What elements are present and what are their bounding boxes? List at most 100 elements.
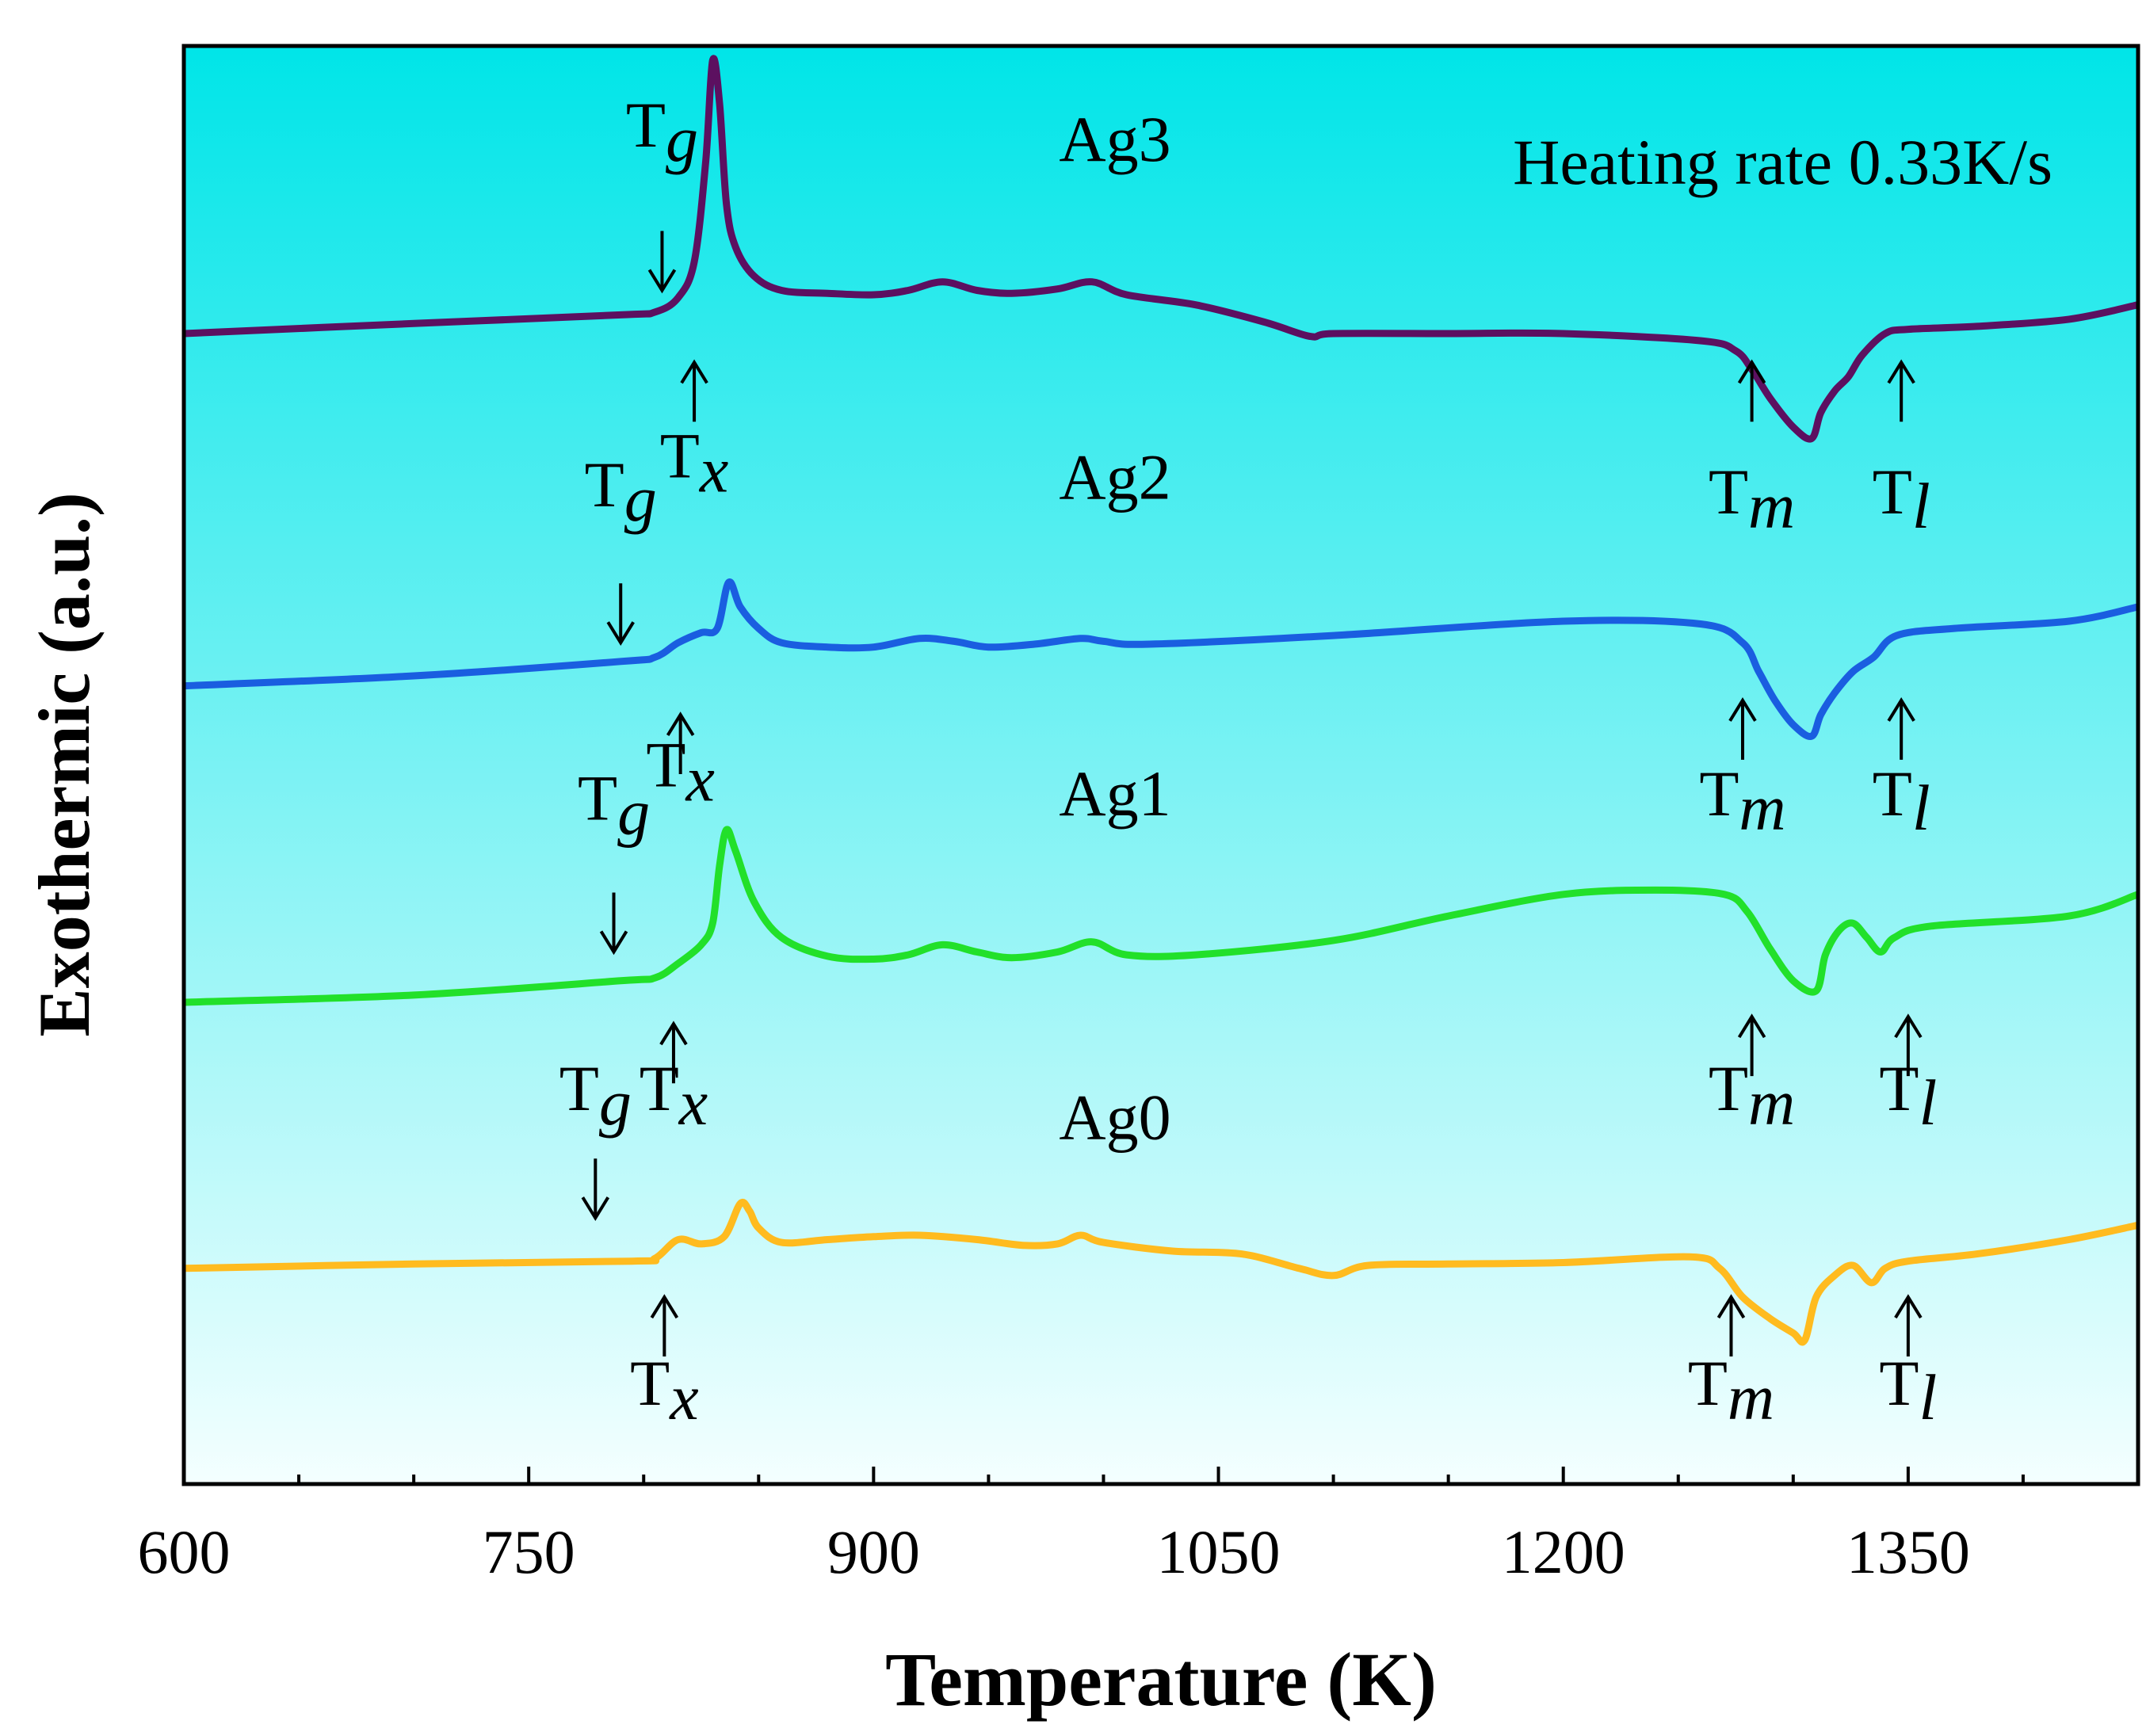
- x-tick-label-1200: 1200: [1502, 1517, 1625, 1586]
- chart-annotation: Heating rate 0.33K/s: [1513, 126, 2052, 198]
- marker-tl-3: Tl: [1873, 359, 1930, 542]
- y-axis-title: Exothermic (a.u.): [24, 492, 105, 1036]
- marker-label-main: T: [1879, 1347, 1919, 1419]
- marker-label-main: T: [626, 89, 666, 161]
- marker-label-main: T: [1688, 1347, 1728, 1419]
- marker-label-sub: m: [1728, 1361, 1774, 1433]
- marker-arrow-head: [581, 1196, 610, 1222]
- marker-arrow-head: [1737, 1013, 1766, 1039]
- marker-arrow-head: [1716, 1294, 1746, 1319]
- x-tick-label-750: 750: [483, 1517, 575, 1586]
- marker-label-main: T: [585, 448, 624, 521]
- x-tick-label-900: 900: [827, 1517, 920, 1586]
- marker-label: Tg: [559, 1052, 632, 1139]
- marker-label: Tm: [1709, 456, 1795, 542]
- curve-label-ag2: Ag2: [1059, 441, 1170, 513]
- marker-arrow-head: [650, 1294, 679, 1319]
- curve-label-ag1: Ag1: [1059, 757, 1170, 830]
- marker-label: Tx: [646, 729, 715, 815]
- marker-tx-13: Tx: [630, 1294, 699, 1433]
- marker-tm-2: Tm: [1709, 359, 1795, 542]
- marker-label-main: T: [578, 761, 617, 834]
- marker-tx-9: Tx: [640, 1021, 708, 1139]
- series-line-ag2: [184, 578, 2138, 740]
- marker-tl-15: Tl: [1879, 1294, 1938, 1433]
- marker-label-main: T: [1879, 1052, 1919, 1124]
- x-axis-title: Temperature (K): [885, 1637, 1437, 1722]
- marker-label-sub: g: [617, 776, 650, 848]
- marker-tm-14: Tm: [1688, 1294, 1774, 1433]
- marker-tl-7: Tl: [1873, 697, 1930, 844]
- marker-label: Tl: [1879, 1052, 1937, 1139]
- marker-tx-5: Tx: [646, 712, 715, 815]
- marker-label: Tl: [1873, 757, 1930, 844]
- marker-label-sub: g: [624, 463, 657, 535]
- marker-tg-8: Tg: [578, 761, 650, 956]
- marker-tg-4: Tg: [585, 448, 657, 647]
- marker-label-sub: l: [1919, 1066, 1938, 1139]
- marker-tm-10: Tm: [1709, 1013, 1795, 1139]
- marker-label: Tg: [585, 448, 657, 535]
- marker-label-sub: g: [666, 103, 698, 175]
- series-line-ag1: [184, 826, 2138, 1006]
- marker-arrow-head: [1894, 1294, 1923, 1319]
- marker-label-sub: x: [678, 1066, 708, 1139]
- marker-label-main: T: [660, 420, 700, 492]
- marker-arrow-head: [680, 359, 708, 384]
- marker-arrow-head: [1887, 359, 1915, 384]
- series-layer: [184, 55, 2138, 1346]
- plot-frame: [181, 44, 2140, 1486]
- marker-label-sub: x: [699, 434, 728, 506]
- marker-label-sub: x: [685, 743, 714, 815]
- marker-tl-11: Tl: [1879, 1013, 1937, 1139]
- marker-label-sub: l: [1912, 470, 1930, 542]
- series-line-ag3: [184, 55, 2138, 443]
- marker-label: Tg: [626, 89, 698, 175]
- marker-label-main: T: [630, 1347, 670, 1419]
- marker-label-main: T: [646, 729, 685, 801]
- marker-label: Tx: [630, 1347, 699, 1433]
- marker-arrow-head: [647, 269, 677, 294]
- marker-tg-12: Tg: [559, 1052, 632, 1222]
- marker-arrow-head: [659, 1021, 688, 1046]
- marker-tm-6: Tm: [1699, 697, 1786, 844]
- marker-label-sub: m: [1739, 772, 1785, 844]
- marker-label: Tm: [1709, 1052, 1795, 1139]
- marker-label-sub: m: [1748, 1066, 1795, 1139]
- marker-arrow-head: [599, 930, 628, 956]
- curve-label-layer: Ag3 Ag2 Ag1 Ag0: [1059, 103, 1170, 1153]
- marker-label: Tx: [640, 1052, 708, 1139]
- x-tick-label-1050: 1050: [1157, 1517, 1281, 1586]
- marker-label-sub: g: [599, 1066, 632, 1139]
- marker-label-main: T: [559, 1052, 599, 1124]
- marker-label-main: T: [1873, 456, 1912, 528]
- marker-tx-1: Tx: [660, 359, 729, 506]
- marker-label-main: T: [1699, 757, 1739, 830]
- marker-label-sub: m: [1748, 470, 1795, 542]
- curve-label-ag0: Ag0: [1059, 1081, 1170, 1153]
- marker-label: Tl: [1873, 456, 1930, 542]
- plot-background: [184, 46, 2138, 1484]
- marker-arrow-head: [606, 621, 635, 647]
- marker-arrow-head: [1728, 697, 1757, 722]
- marker-arrow-head: [1887, 697, 1915, 722]
- curve-label-ag3: Ag3: [1059, 103, 1170, 175]
- marker-label: Tg: [578, 761, 650, 848]
- marker-tg-0: Tg: [626, 89, 698, 294]
- marker-arrow-head: [666, 712, 695, 737]
- marker-label: Tx: [660, 420, 729, 506]
- x-tick-label-600: 600: [138, 1517, 231, 1586]
- marker-label-sub: l: [1919, 1361, 1938, 1433]
- marker-label-sub: x: [669, 1361, 698, 1433]
- marker-label: Tm: [1688, 1347, 1774, 1433]
- x-tick-label-1350: 1350: [1846, 1517, 1970, 1586]
- marker-label-main: T: [1709, 1052, 1748, 1124]
- marker-label-main: T: [1873, 757, 1912, 830]
- marker-label-sub: l: [1912, 772, 1930, 844]
- series-line-ag0: [184, 1199, 2138, 1346]
- x-axis-ticks: 600 750 900 1050 1200 1350: [138, 1467, 2140, 1586]
- marker-label-main: T: [640, 1052, 679, 1124]
- marker-arrow-head: [1737, 359, 1766, 384]
